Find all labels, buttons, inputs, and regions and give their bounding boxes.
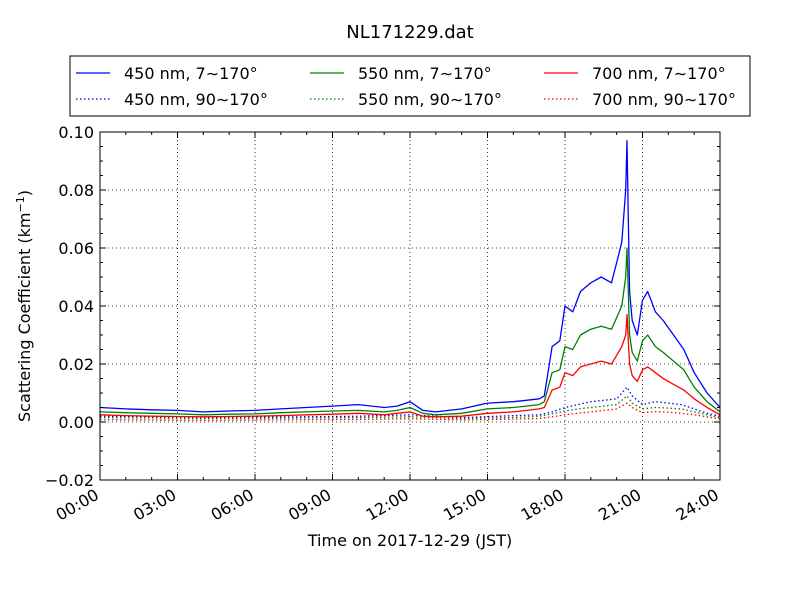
legend-label-0: 450 nm, 7∼170° [124,64,258,83]
legend-label-3: 550 nm, 90∼170° [358,90,502,109]
legend-label-2: 550 nm, 7∼170° [358,64,492,83]
y-tick-label: 0.04 [58,297,94,316]
series-line-4 [99,314,721,418]
chart-title: NL171229.dat [346,22,473,43]
legend-label-4: 700 nm, 7∼170° [592,64,726,83]
y-axis-label: Scattering Coefficient (km−1) [14,190,34,422]
y-axis-label-close: ) [15,190,34,196]
legend: 450 nm, 7∼170° 550 nm, 7∼170° 700 nm, 7∼17… [69,55,751,117]
series-line-2 [99,247,721,416]
series-line-0 [99,140,721,413]
y-tick-label: 0.10 [58,123,94,142]
x-axis-label: Time on 2017-12-29 (JST) [307,531,512,550]
y-tick-label: −0.02 [45,471,94,490]
series-line-5 [99,402,721,421]
series-lines [99,140,721,421]
series-line-1 [99,386,721,419]
y-axis-label-exponent: −1 [14,196,27,212]
y-axis-label-main: Scattering Coefficient (km [15,212,34,422]
legend-frame [69,55,751,117]
y-tick-label: 0.08 [58,181,94,200]
gridlines [100,132,720,480]
plot-area: 00:00 03:00 06:00 09:00 12:00 15:00 18:00 21:00… [45,123,722,525]
y-tick-label: 0.06 [58,239,94,258]
legend-label-5: 700 nm, 90∼170° [592,90,736,109]
y-tick-label: 0.00 [58,413,94,432]
legend-label-1: 450 nm, 90∼170° [124,90,268,109]
y-tick-label: 0.02 [58,355,94,374]
